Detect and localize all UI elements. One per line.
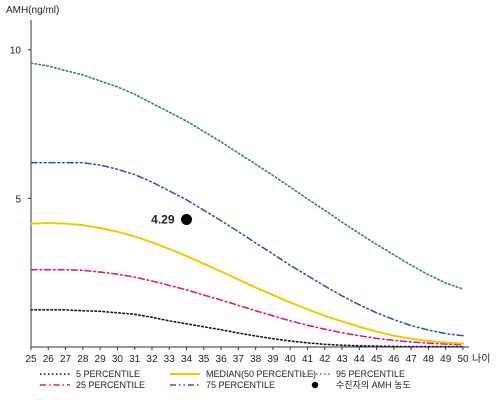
x-tick-label: 27: [60, 354, 72, 365]
series-layer: [30, 62, 464, 348]
legend-label: 75 PERCENTILE: [206, 380, 275, 390]
x-tick-label: 31: [129, 354, 141, 365]
x-tick-label: 43: [336, 354, 348, 365]
x-tick-label: 26: [43, 354, 55, 365]
x-tick-label: 42: [319, 354, 331, 365]
x-tick-label: 25: [25, 354, 37, 365]
x-tick-label: 44: [354, 354, 366, 365]
y-tick-label: 10: [10, 46, 22, 57]
x-tick-label: 41: [302, 354, 314, 365]
legend-label: 수진자의 AMH 농도: [336, 380, 411, 390]
x-tick-label: 40: [285, 354, 297, 365]
x-tick-label: 35: [198, 354, 210, 365]
x-tick-label: 30: [112, 354, 124, 365]
series-line-1: [30, 309, 464, 348]
x-tick-label: 45: [371, 354, 383, 365]
legend-label: 95 PERCENTILE: [336, 369, 405, 379]
x-tick-label: 34: [181, 354, 193, 365]
x-tick-label: 32: [146, 354, 158, 365]
x-tick-label: 46: [388, 354, 400, 365]
x-tick-label: 39: [267, 354, 279, 365]
x-tick-label: 50: [457, 354, 469, 365]
series-line-2: [30, 268, 464, 346]
series-line-5: [30, 62, 464, 290]
x-tick-label: 36: [216, 354, 228, 365]
x-tick-label: 49: [440, 354, 452, 365]
legend-marker-swatch: [311, 381, 319, 389]
patient-amh-point: [181, 213, 193, 225]
x-tick-label: 48: [423, 354, 435, 365]
patient-amh-value-label: 4.29: [151, 212, 175, 226]
legend-label: 5 PERCENTILE: [76, 369, 140, 379]
legend-label: MEDIAN(50 PERCENTILE): [206, 369, 316, 379]
x-tick-label: 29: [95, 354, 107, 365]
legend-label: 25 PERCENTILE: [76, 380, 145, 390]
x-tick-label: 33: [164, 354, 176, 365]
y-tick-label: 5: [15, 194, 21, 205]
x-tick-label: 47: [406, 354, 418, 365]
series-line-4: [30, 161, 464, 337]
x-tick-label: 28: [77, 354, 89, 365]
x-tick-label: 38: [250, 354, 262, 365]
series-line-3: [30, 222, 464, 345]
marker-layer: 4.29: [151, 212, 193, 226]
x-tick-label: 37: [233, 354, 245, 365]
x-axis-label: 나이: [472, 353, 490, 365]
y-axis-label: AMH(ng/ml): [6, 5, 59, 16]
axes: AMH(ng/ml) 5 10 25 26 27 28 29 30 31 32 33 34 35 36 37 3…: [6, 5, 490, 365]
